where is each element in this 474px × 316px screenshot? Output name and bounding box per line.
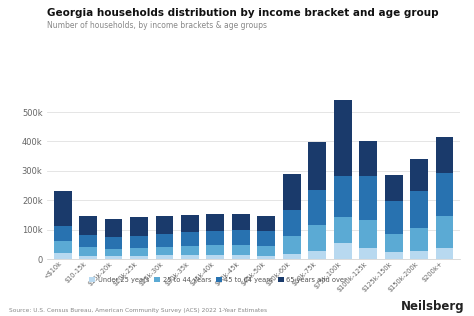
- Text: Neilsberg: Neilsberg: [401, 300, 465, 313]
- Bar: [308, 225, 326, 251]
- Bar: [130, 256, 148, 259]
- Bar: [207, 231, 224, 245]
- Bar: [155, 216, 173, 234]
- Text: Source: U.S. Census Bureau, American Community Survey (ACS) 2022 1-Year Estimate: Source: U.S. Census Bureau, American Com…: [9, 308, 268, 313]
- Bar: [207, 245, 224, 255]
- Bar: [181, 246, 199, 255]
- Bar: [436, 248, 454, 259]
- Bar: [232, 214, 250, 230]
- Bar: [54, 191, 72, 226]
- Bar: [232, 255, 250, 259]
- Bar: [155, 255, 173, 259]
- Bar: [385, 234, 402, 252]
- Bar: [257, 216, 275, 231]
- Bar: [359, 220, 377, 248]
- Bar: [79, 216, 97, 235]
- Bar: [54, 241, 72, 253]
- Bar: [410, 251, 428, 259]
- Legend: Under 25 years, 25 to 44 years, 45 to 64 years, 65 years and over: Under 25 years, 25 to 44 years, 45 to 64…: [86, 275, 350, 286]
- Bar: [79, 247, 97, 256]
- Bar: [232, 245, 250, 255]
- Bar: [155, 247, 173, 255]
- Bar: [105, 237, 122, 248]
- Bar: [308, 190, 326, 225]
- Bar: [257, 246, 275, 256]
- Bar: [334, 176, 352, 217]
- Bar: [410, 159, 428, 191]
- Bar: [105, 248, 122, 256]
- Bar: [436, 137, 454, 173]
- Bar: [79, 235, 97, 247]
- Bar: [410, 228, 428, 251]
- Bar: [359, 141, 377, 176]
- Bar: [79, 256, 97, 259]
- Bar: [283, 174, 301, 210]
- Bar: [181, 232, 199, 246]
- Text: Georgia households distribution by income bracket and age group: Georgia households distribution by incom…: [47, 8, 439, 18]
- Bar: [308, 251, 326, 259]
- Bar: [181, 215, 199, 232]
- Bar: [359, 248, 377, 259]
- Bar: [181, 255, 199, 259]
- Bar: [385, 175, 402, 201]
- Bar: [54, 226, 72, 241]
- Bar: [54, 253, 72, 259]
- Bar: [334, 243, 352, 259]
- Bar: [283, 210, 301, 236]
- Bar: [436, 173, 454, 216]
- Bar: [410, 191, 428, 228]
- Bar: [105, 219, 122, 237]
- Bar: [232, 230, 250, 245]
- Bar: [283, 236, 301, 254]
- Bar: [207, 214, 224, 231]
- Bar: [385, 252, 402, 259]
- Bar: [359, 176, 377, 220]
- Bar: [130, 217, 148, 236]
- Bar: [105, 256, 122, 259]
- Bar: [130, 236, 148, 248]
- Bar: [257, 231, 275, 246]
- Bar: [207, 255, 224, 259]
- Text: Number of households, by income brackets & age groups: Number of households, by income brackets…: [47, 21, 267, 29]
- Bar: [130, 248, 148, 256]
- Bar: [334, 217, 352, 243]
- Bar: [334, 100, 352, 176]
- Bar: [385, 201, 402, 234]
- Bar: [436, 216, 454, 248]
- Bar: [308, 142, 326, 190]
- Bar: [257, 256, 275, 259]
- Bar: [283, 254, 301, 259]
- Bar: [155, 234, 173, 247]
